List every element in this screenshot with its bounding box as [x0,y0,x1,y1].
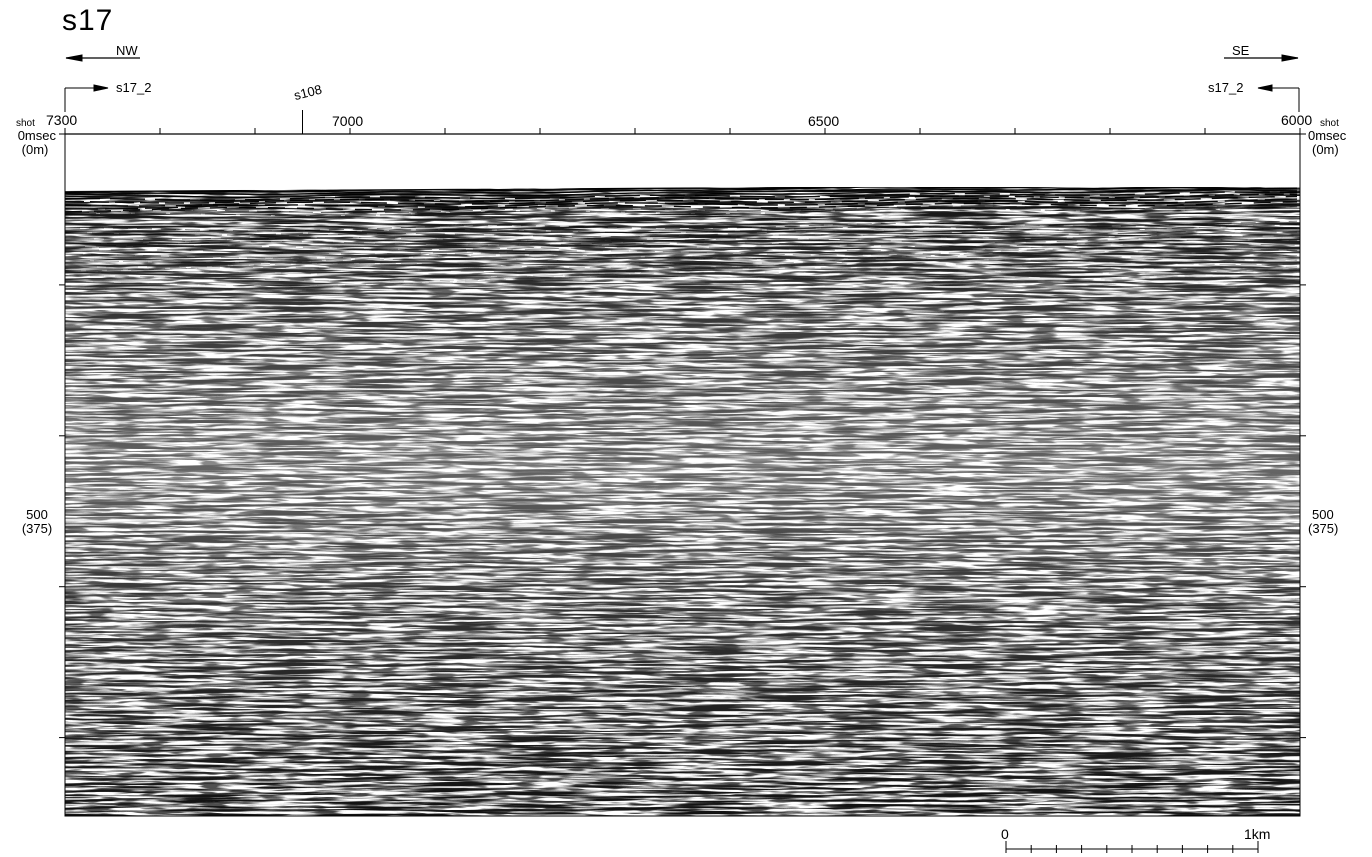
crossline-marks [64,84,1300,112]
depth-mid-m: (375) [1308,521,1339,536]
crossline-right-label: s17_2 [1208,80,1244,95]
reflector-line [65,189,1298,198]
shot-label-7000: 7000 [332,113,364,129]
shot-axis-word-right: shot [1320,118,1339,129]
direction-left-label: NW [116,43,138,58]
reflector-line [65,198,1298,210]
direction-arrows [65,54,1299,62]
depth-top-m: (0m) [21,142,49,157]
reflector-line [65,269,1298,282]
reflector-line [65,191,1298,201]
scale-bar-left-label: 0 [1001,826,1009,842]
depth-mid-m: (375) [21,521,53,536]
reflector-line [65,201,1298,213]
depth-mid-label-right: 500 (375) [1308,508,1338,536]
reflector-line [65,267,1298,278]
reflector-line [65,187,1298,196]
crossline-left-label: s17_2 [116,80,152,95]
depth-mid-msec: 500 [26,507,48,522]
depth-top-msec: 0msec [1308,128,1347,143]
reflector-line [65,276,1298,291]
direction-right-label: SE [1232,43,1250,58]
reflector-line [65,187,1250,194]
depth-mid-label-left: 500 (375) [18,508,56,536]
reflector-line [65,231,1297,245]
reflector-line [65,255,1297,268]
shot-axis-word-left: shot [16,118,35,129]
reflector-line [65,224,1298,236]
reflector-line [65,203,1298,214]
shot-label-6500: 6500 [808,113,840,129]
depth-top-label-right: 0msec (0m) [1308,129,1346,157]
depth-mid-msec: 500 [1312,507,1334,522]
water-column [65,187,771,191]
shot-label-left: 7300 [46,112,78,128]
reflector-line [65,243,1298,255]
profile-title: s17 [62,4,114,37]
scale-bar-right-label: 1km [1244,826,1271,842]
reflector-line [65,263,1298,274]
reflector-line [65,272,1298,287]
reflector-line [65,251,1298,263]
reflector-line [65,235,1297,248]
reflector-line [65,239,1298,250]
shot-label-right: 6000 [1281,112,1313,128]
reflector-line [65,259,1298,272]
reflector-line [65,206,1298,217]
shot-ticks [64,110,1301,134]
depth-top-label-left: 0msec (0m) [6,129,56,157]
reflector-line [65,220,1298,232]
depth-top-m: (0m) [1312,142,1339,157]
reflector-line [65,193,1298,204]
reflector-line [65,195,1298,207]
scale-bar [1005,841,1259,853]
strong-reflectors [65,187,1298,291]
seismic-section [65,187,1300,816]
depth-top-msec: 0msec [17,128,56,143]
depth-ticks [59,133,1306,739]
reflector-line [65,247,1298,259]
reflector-line [65,227,1298,240]
